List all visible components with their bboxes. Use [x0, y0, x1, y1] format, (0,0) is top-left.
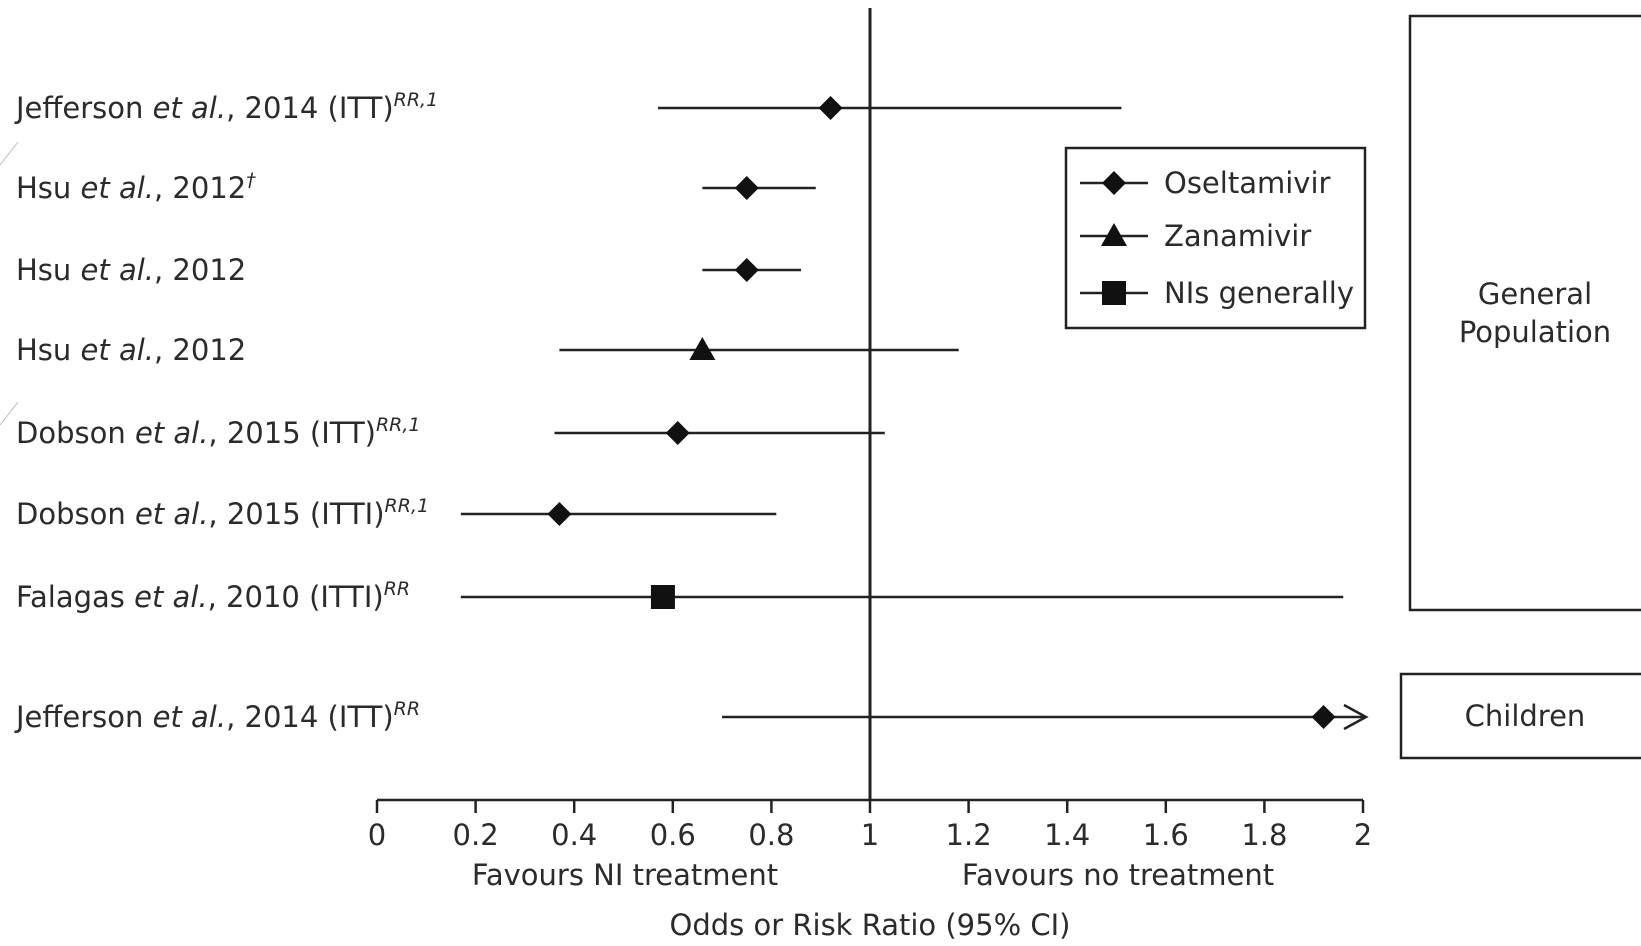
study-superscript: RR,1: [385, 495, 430, 517]
study-label: Hsu et al., 2012: [16, 253, 246, 287]
point-estimate-diamond: [665, 421, 690, 445]
study-label: Jefferson et al., 2014 (ITT)RR,1: [14, 89, 438, 125]
ci-row: [559, 337, 959, 360]
corner-artifact-line: [0, 141, 19, 166]
study-label: Hsu et al., 2012†: [16, 169, 256, 205]
study-superscript: †: [246, 169, 256, 191]
study-etal: et al.: [81, 253, 154, 287]
study-detail: , 2012: [154, 253, 246, 287]
group-general-population: General Population: [1408, 14, 1641, 612]
study-author: Hsu: [16, 333, 81, 367]
point-estimate-diamond: [734, 176, 759, 200]
favours-right-label: Favours no treatment: [962, 858, 1274, 892]
x-ticks: 0 0.2 0.4 0.6 0.8 1 1.2 1.4 1.6 1.8 2: [368, 800, 1372, 852]
study-etal: et al.: [135, 416, 208, 450]
point-estimate-square: [650, 585, 675, 609]
study-detail: , 2010 (ITTI): [208, 580, 384, 614]
study-label: Dobson et al., 2015 (ITT)RR,1: [16, 414, 421, 450]
study-detail: , 2012: [154, 333, 246, 367]
x-tick-label: 0: [368, 818, 386, 852]
ci-row: [460, 585, 1344, 609]
x-tick-label: 0.2: [453, 818, 499, 852]
x-tick-label: 0.4: [551, 818, 597, 852]
legend-marker-triangle: [1101, 223, 1127, 246]
ci-row: [658, 96, 1122, 120]
x-axis: 0 0.2 0.4 0.6 0.8 1 1.2 1.4 1.6 1.8 2 Favours NI t…: [368, 798, 1372, 942]
study-author: Dobson: [16, 497, 135, 531]
group-label-children: Children: [1465, 699, 1586, 733]
legend-item: NIs generally: [1080, 276, 1354, 310]
study-etal: et al.: [81, 333, 154, 367]
group-children: Children: [1399, 672, 1641, 760]
study-detail: , 2015 (ITTI): [208, 497, 384, 531]
x-tick-label: 1.6: [1143, 818, 1189, 852]
group-box-general-population: [1408, 14, 1641, 612]
group-label-line-2: Population: [1459, 315, 1611, 349]
legend: Oseltamivir Zanamivir NIs generally: [1064, 146, 1367, 330]
point-estimate-diamond: [1311, 705, 1336, 729]
corner-artifact-line: [0, 401, 19, 426]
x-tick-label: 1.8: [1241, 818, 1287, 852]
x-tick-label: 1.4: [1044, 818, 1090, 852]
study-author: Falagas: [16, 580, 134, 614]
ci-arrow: [1343, 703, 1369, 731]
study-superscript: RR: [384, 578, 410, 600]
study-label: Jefferson et al., 2014 (ITT)RR: [14, 698, 420, 734]
study-etal: et al.: [81, 171, 154, 205]
study-etal: et al.: [134, 580, 207, 614]
legend-marker-diamond: [1102, 171, 1126, 195]
study-etal: et al.: [153, 91, 226, 125]
legend-items: Oseltamivir Zanamivir NIs generally: [1080, 166, 1354, 310]
study-detail: , 2015 (ITT): [208, 416, 376, 450]
study-detail: , 2014 (ITT): [226, 700, 394, 734]
ci-rows: [460, 96, 1369, 731]
x-tick-label: 2: [1354, 818, 1372, 852]
point-estimate-diamond: [818, 96, 843, 120]
legend-marker-square: [1102, 281, 1126, 305]
ci-row: [722, 703, 1369, 731]
study-author: Hsu: [16, 171, 81, 205]
study-detail: , 2012: [154, 171, 246, 205]
study-detail: , 2014 (ITT): [226, 91, 394, 125]
point-estimate-diamond: [547, 502, 572, 526]
x-tick-label: 0.6: [650, 818, 696, 852]
legend-item: Oseltamivir: [1080, 166, 1331, 200]
favours-left-label: Favours NI treatment: [472, 858, 778, 892]
x-tick-label: 0.8: [748, 818, 794, 852]
study-superscript: RR: [394, 698, 420, 720]
study-author: Jefferson: [14, 91, 153, 125]
study-etal: et al.: [135, 497, 208, 531]
legend-item: Zanamivir: [1080, 219, 1311, 253]
study-etal: et al.: [153, 700, 226, 734]
study-superscript: RR,1: [376, 414, 421, 436]
study-label: Hsu et al., 2012: [16, 333, 246, 367]
study-superscript: RR,1: [394, 89, 439, 111]
ci-row: [460, 502, 777, 526]
point-estimate-triangle: [689, 337, 716, 360]
x-tick-label: 1.2: [946, 818, 992, 852]
ci-row: [702, 176, 816, 200]
study-label: Falagas et al., 2010 (ITTI)RR: [16, 578, 410, 614]
legend-label: Zanamivir: [1164, 219, 1311, 253]
ci-row: [554, 421, 885, 445]
legend-label: Oseltamivir: [1164, 166, 1331, 200]
study-author: Dobson: [16, 416, 135, 450]
legend-label: NIs generally: [1164, 276, 1354, 310]
x-axis-title: Odds or Risk Ratio (95% CI): [670, 908, 1071, 942]
study-author: Hsu: [16, 253, 81, 287]
group-box-children: [1399, 672, 1641, 760]
study-author: Jefferson: [14, 700, 153, 734]
study-label: Dobson et al., 2015 (ITTI)RR,1: [16, 495, 429, 531]
legend-box: [1064, 146, 1367, 330]
point-estimate-diamond: [734, 258, 759, 282]
group-label-line-1: General: [1478, 277, 1592, 311]
x-tick-label: 1: [861, 818, 879, 852]
ci-row: [702, 258, 801, 282]
